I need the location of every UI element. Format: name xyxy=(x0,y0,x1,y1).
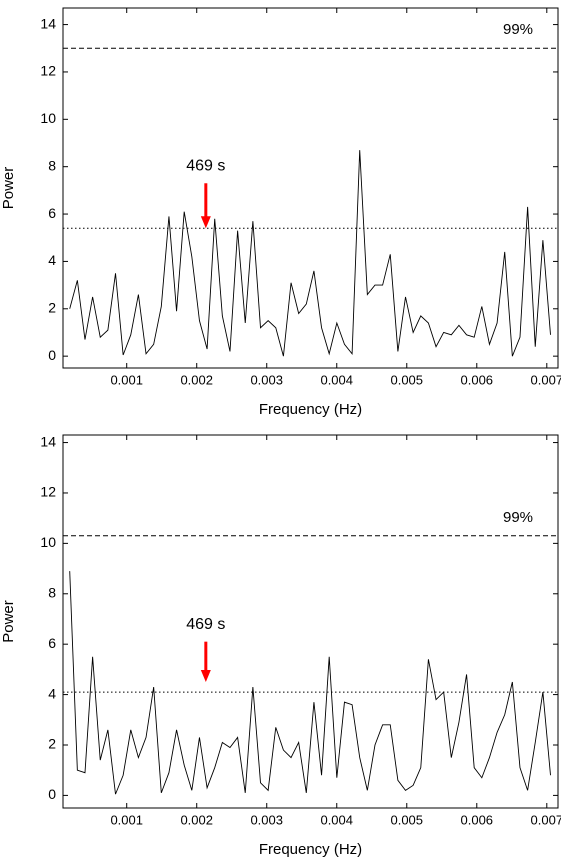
y-tick-label: 12 xyxy=(40,63,56,79)
y-tick-label: 0 xyxy=(48,786,56,802)
y-tick-label: 10 xyxy=(40,110,56,126)
y-tick-label: 8 xyxy=(48,157,56,173)
annotation-arrowhead xyxy=(200,216,211,229)
reference-label: 99% xyxy=(503,509,533,526)
y-tick-label: 12 xyxy=(40,484,56,500)
y-tick-label: 2 xyxy=(48,299,56,315)
y-tick-label: 2 xyxy=(48,736,56,752)
x-tick-label: 0.002 xyxy=(180,812,213,827)
plot-frame xyxy=(62,434,559,809)
x-tick-label: 0.005 xyxy=(390,812,423,827)
y-tick-label: 4 xyxy=(48,685,56,701)
annotation-label: 469 s xyxy=(186,157,225,174)
y-tick-label: 14 xyxy=(40,433,56,449)
x-axis-label: Frequency (Hz) xyxy=(259,401,362,418)
y-tick-label: 6 xyxy=(48,205,56,221)
y-axis-label: Power xyxy=(0,167,17,210)
y-tick-label: 10 xyxy=(40,534,56,550)
data-line xyxy=(69,150,551,357)
x-tick-label: 0.004 xyxy=(320,812,353,827)
y-tick-label: 4 xyxy=(48,252,56,268)
reference-label: 99% xyxy=(503,21,533,38)
x-tick-label: 0.003 xyxy=(250,812,283,827)
plot-frame xyxy=(62,7,559,369)
y-tick-label: 6 xyxy=(48,635,56,651)
y-tick-label: 14 xyxy=(40,15,56,31)
x-tick-label: 0.007 xyxy=(531,812,561,827)
annotation-arrowhead xyxy=(200,669,211,682)
x-tick-label: 0.006 xyxy=(461,372,494,387)
y-tick-label: 0 xyxy=(48,347,56,363)
y-tick-label: 8 xyxy=(48,584,56,600)
x-tick-label: 0.001 xyxy=(110,372,143,387)
x-tick-label: 0.004 xyxy=(320,372,353,387)
x-tick-label: 0.007 xyxy=(531,372,561,387)
annotation-label: 469 s xyxy=(186,616,225,633)
x-tick-label: 0.003 xyxy=(250,372,283,387)
x-tick-label: 0.006 xyxy=(461,812,494,827)
data-line xyxy=(69,571,551,795)
y-axis-label: Power xyxy=(0,600,17,643)
x-tick-label: 0.002 xyxy=(180,372,213,387)
x-tick-label: 0.001 xyxy=(110,812,143,827)
x-axis-label: Frequency (Hz) xyxy=(259,841,362,858)
x-tick-label: 0.005 xyxy=(390,372,423,387)
